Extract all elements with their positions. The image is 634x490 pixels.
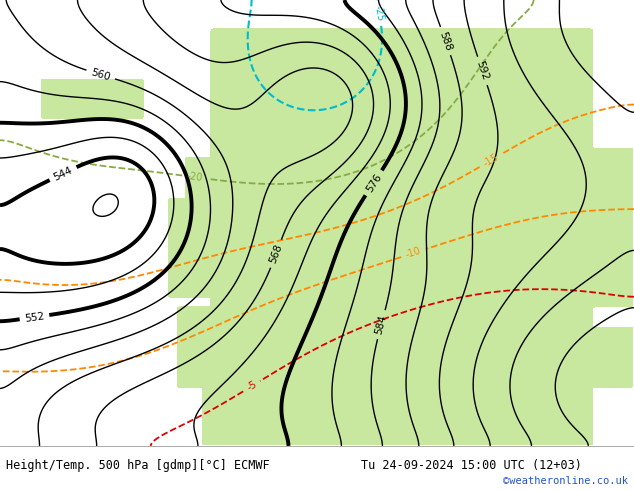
Text: -20: -20 (186, 171, 204, 183)
Text: 568: 568 (268, 243, 284, 265)
Text: Tu 24-09-2024 15:00 UTC (12+03): Tu 24-09-2024 15:00 UTC (12+03) (361, 459, 582, 472)
Text: 560: 560 (90, 67, 112, 82)
Text: 544: 544 (52, 165, 74, 182)
Text: 588: 588 (437, 30, 454, 52)
Text: -5: -5 (245, 379, 259, 393)
Text: 552: 552 (24, 311, 45, 323)
Text: Height/Temp. 500 hPa [gdmp][°C] ECMWF: Height/Temp. 500 hPa [gdmp][°C] ECMWF (6, 459, 270, 472)
Text: 592: 592 (474, 60, 490, 82)
Text: -10: -10 (404, 246, 422, 260)
Text: ©weatheronline.co.uk: ©weatheronline.co.uk (503, 476, 628, 487)
Text: -25: -25 (372, 4, 385, 22)
Text: 584: 584 (374, 314, 389, 336)
Text: -15: -15 (481, 152, 500, 169)
Text: 576: 576 (364, 172, 384, 194)
